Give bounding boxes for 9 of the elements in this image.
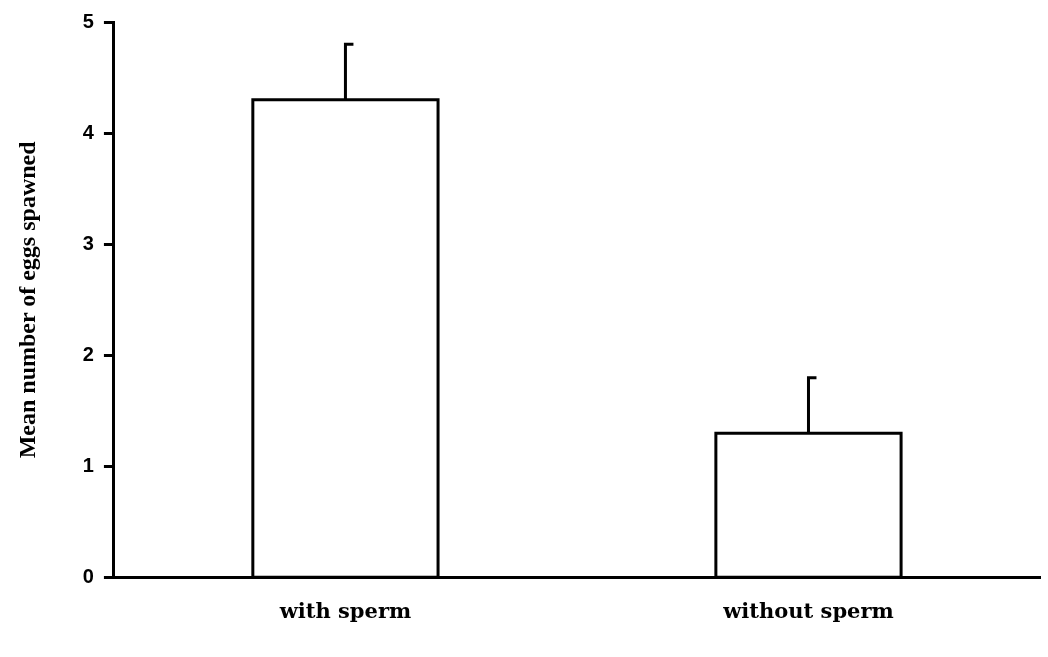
y-axis-title: Mean number of eggs spawned — [13, 140, 40, 459]
y-tick-label: 1 — [82, 454, 94, 477]
y-tick-label: 4 — [82, 120, 95, 143]
y-tick-label: 0 — [82, 565, 94, 588]
x-tick-label: without sperm — [722, 597, 894, 623]
x-tick-label: with sperm — [278, 597, 412, 623]
y-tick-label: 2 — [82, 343, 94, 365]
y-tick-label: 3 — [82, 231, 94, 254]
y-tick-label: 5 — [82, 9, 94, 32]
